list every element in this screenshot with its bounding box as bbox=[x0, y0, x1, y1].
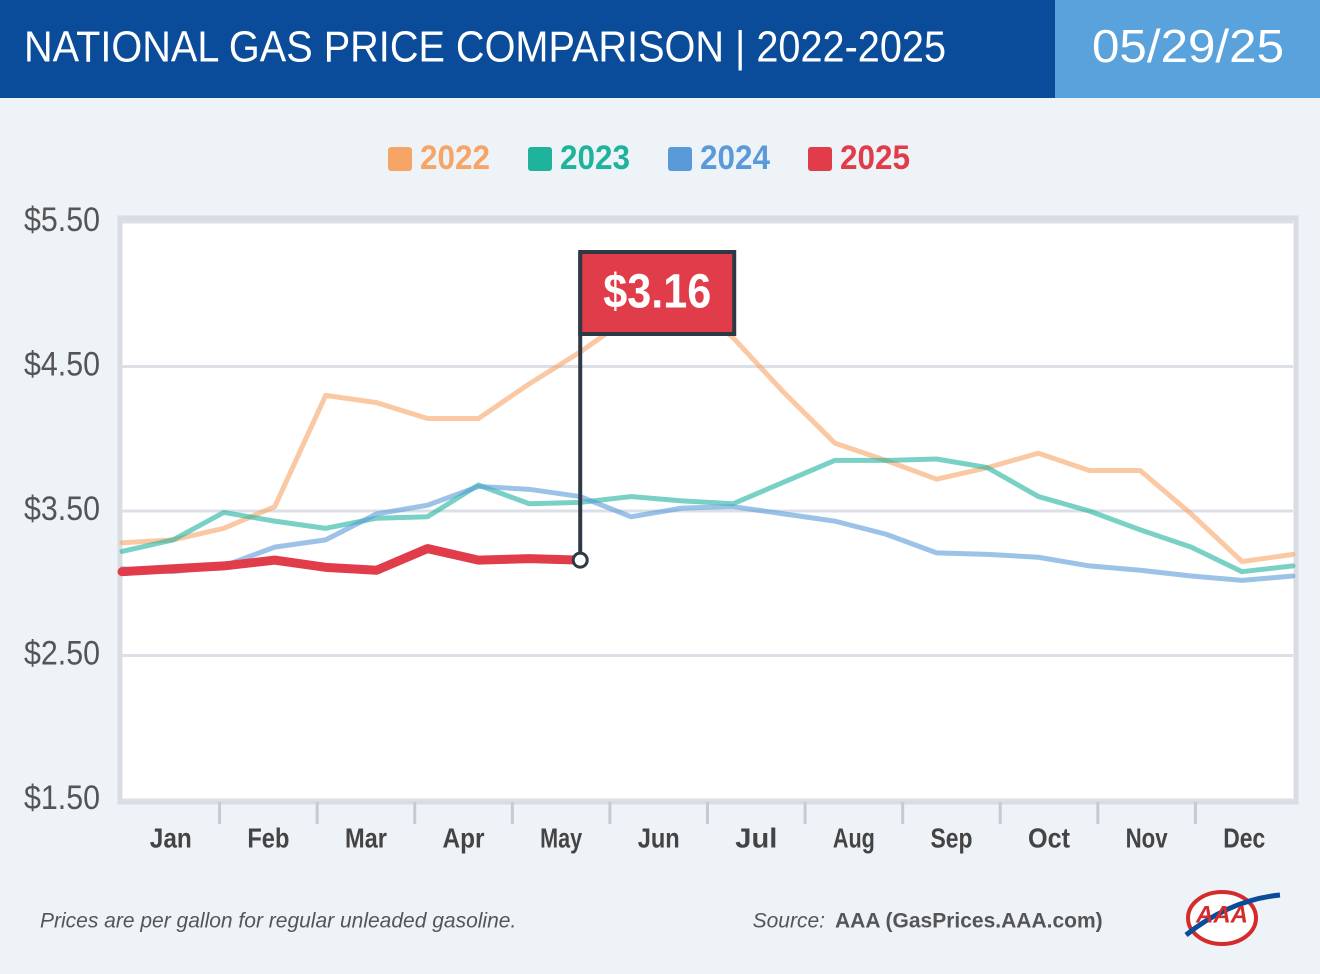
x-tick-label: Jul bbox=[735, 822, 777, 853]
y-tick-label: $3.50 bbox=[24, 490, 100, 528]
legend-label: 2023 bbox=[560, 139, 630, 177]
legend-swatch bbox=[528, 147, 552, 171]
logo-swoosh bbox=[1184, 892, 1281, 937]
x-tick-label: Aug bbox=[833, 822, 875, 853]
legend-label: 2024 bbox=[700, 139, 770, 177]
annotation-label: $3.16 bbox=[603, 266, 711, 319]
x-tick-label: Jan bbox=[150, 822, 192, 853]
footnote: Prices are per gallon for regular unlead… bbox=[40, 910, 516, 933]
x-tick-label: Feb bbox=[247, 822, 289, 853]
logo-text: AAA bbox=[1195, 901, 1248, 928]
y-tick-label: $1.50 bbox=[24, 779, 100, 817]
flag bbox=[578, 250, 737, 336]
x-tick-label: Mar bbox=[345, 822, 387, 853]
x-tick-label: Nov bbox=[1126, 822, 1168, 853]
x-tick-label: Apr bbox=[443, 822, 485, 853]
series-line bbox=[117, 544, 585, 577]
grid bbox=[122, 220, 1293, 802]
x-tick-label: May bbox=[540, 822, 582, 853]
y-tick-label: $4.50 bbox=[24, 345, 100, 383]
x-tick-label: Oct bbox=[1028, 822, 1070, 853]
legend-label: 2025 bbox=[840, 139, 910, 177]
x-tick-label: Jun bbox=[638, 822, 680, 853]
header-bar bbox=[0, 0, 1055, 98]
legend-swatch bbox=[388, 147, 412, 171]
annotation-marker bbox=[571, 551, 589, 569]
date: 05/29/25 bbox=[1092, 20, 1284, 72]
source-label: Source: bbox=[753, 910, 825, 933]
legend-label: 2022 bbox=[420, 139, 490, 177]
series-line bbox=[119, 456, 1296, 575]
source-text: AAA (GasPrices.AAA.com) bbox=[835, 910, 1103, 933]
legend-swatch bbox=[808, 147, 832, 171]
y-tick-label: $2.50 bbox=[24, 634, 100, 672]
x-tick-label: Sep bbox=[930, 822, 972, 853]
logo: AAA bbox=[1184, 890, 1281, 946]
chart-title: NATIONAL GAS PRICE COMPARISON | 2022-202… bbox=[24, 23, 946, 72]
x-tick-label: Dec bbox=[1223, 822, 1265, 853]
legend-swatch bbox=[668, 147, 692, 171]
series-line bbox=[119, 483, 1296, 583]
date-box bbox=[1055, 0, 1320, 98]
legend: 2022 2023 2024 2025 bbox=[388, 139, 910, 177]
y-tick-label: $5.50 bbox=[24, 201, 100, 239]
